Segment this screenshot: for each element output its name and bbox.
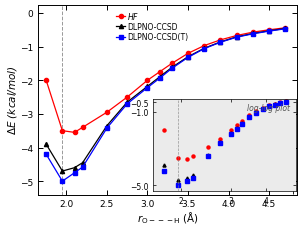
Line: $HF$: $HF$ xyxy=(44,27,287,135)
$HF$ xyxy=(186,53,190,55)
DLPNO-CCSD xyxy=(267,30,271,33)
DLPNO-CCSD xyxy=(44,143,48,146)
DLPNO-CCSD(T) xyxy=(284,28,287,31)
$HF$ xyxy=(219,39,222,42)
DLPNO-CCSD xyxy=(186,56,190,59)
DLPNO-CCSD(T) xyxy=(61,180,64,183)
X-axis label: $r_{\mathrm{O---H}}$ (Å): $r_{\mathrm{O---H}}$ (Å) xyxy=(137,210,199,225)
DLPNO-CCSD(T) xyxy=(44,153,48,156)
$HF$ xyxy=(146,79,149,82)
DLPNO-CCSD(T) xyxy=(202,48,206,51)
$HF$ xyxy=(251,32,255,34)
DLPNO-CCSD(T) xyxy=(105,127,109,130)
DLPNO-CCSD xyxy=(219,41,222,44)
$HF$ xyxy=(267,29,271,32)
Line: DLPNO-CCSD: DLPNO-CCSD xyxy=(44,27,287,173)
$HF$ xyxy=(44,79,48,82)
DLPNO-CCSD xyxy=(202,48,206,50)
DLPNO-CCSD xyxy=(170,67,174,70)
Y-axis label: $\Delta E$ (kcal/mol): $\Delta E$ (kcal/mol) xyxy=(5,65,18,135)
$HF$ xyxy=(125,96,129,99)
DLPNO-CCSD(T) xyxy=(158,77,161,80)
$HF$ xyxy=(158,71,161,74)
$HF$ xyxy=(81,126,85,129)
DLPNO-CCSD(T) xyxy=(170,68,174,70)
DLPNO-CCSD xyxy=(73,167,76,169)
DLPNO-CCSD(T) xyxy=(146,87,149,90)
DLPNO-CCSD xyxy=(235,36,238,39)
DLPNO-CCSD xyxy=(125,101,129,104)
DLPNO-CCSD(T) xyxy=(186,57,190,60)
DLPNO-CCSD(T) xyxy=(125,103,129,106)
DLPNO-CCSD xyxy=(61,170,64,173)
$HF$ xyxy=(61,130,64,133)
DLPNO-CCSD(T) xyxy=(73,172,76,174)
$HF$ xyxy=(73,131,76,134)
DLPNO-CCSD xyxy=(146,85,149,88)
DLPNO-CCSD(T) xyxy=(219,42,222,44)
Line: DLPNO-CCSD(T): DLPNO-CCSD(T) xyxy=(44,27,287,183)
Legend: $HF$, DLPNO-CCSD, DLPNO-CCSD(T): $HF$, DLPNO-CCSD, DLPNO-CCSD(T) xyxy=(115,9,190,43)
$HF$ xyxy=(202,45,206,48)
$HF$ xyxy=(284,27,287,30)
DLPNO-CCSD xyxy=(251,33,255,36)
$HF$ xyxy=(170,63,174,66)
DLPNO-CCSD(T) xyxy=(267,30,271,33)
DLPNO-CCSD xyxy=(158,76,161,79)
$HF$ xyxy=(105,111,109,114)
DLPNO-CCSD(T) xyxy=(251,33,255,36)
$HF$ xyxy=(235,35,238,38)
DLPNO-CCSD xyxy=(105,125,109,128)
DLPNO-CCSD xyxy=(284,28,287,31)
DLPNO-CCSD xyxy=(81,161,85,164)
DLPNO-CCSD(T) xyxy=(235,37,238,40)
DLPNO-CCSD(T) xyxy=(81,166,85,169)
